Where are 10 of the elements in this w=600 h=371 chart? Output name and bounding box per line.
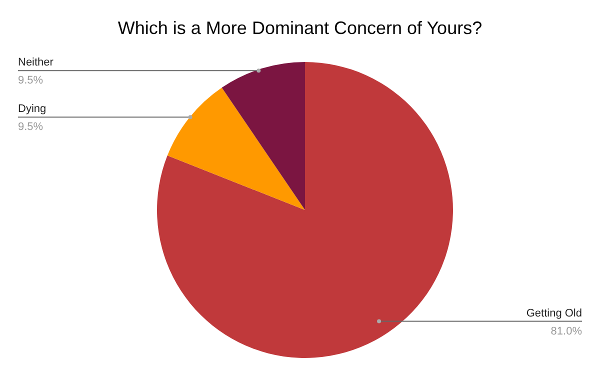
slice-label: Neither [18,56,54,69]
data-label: 9.5% [18,74,44,87]
slice-label: Dying [18,103,46,116]
pie-slice [222,62,305,210]
pie-slice [157,62,453,358]
data-label: 9.5% [18,121,44,134]
slice-label: Getting Old [526,307,582,320]
pie-slice [167,88,305,210]
data-label: 81.0% [550,325,582,338]
chart-title: Which is a More Dominant Concern of Yours? [116,18,484,39]
